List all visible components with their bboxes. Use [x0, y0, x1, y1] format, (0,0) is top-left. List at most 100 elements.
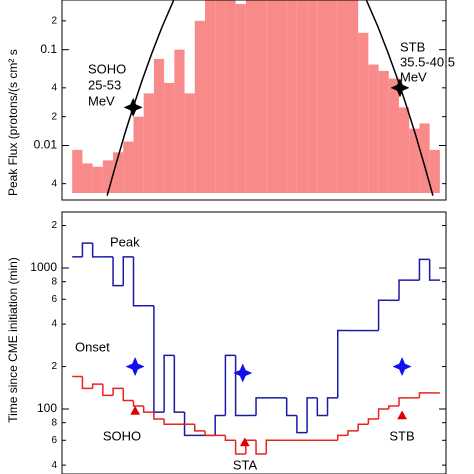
step-segment: [398, 279, 410, 301]
step-segment: [214, 414, 226, 436]
step-segment: [418, 258, 430, 281]
bar: [215, 0, 226, 193]
step-segment: [224, 435, 236, 442]
bar: [358, 32, 369, 193]
axes-frame: [61, 0, 447, 201]
star-marker: [123, 97, 143, 118]
step-segment: [428, 259, 440, 281]
bar: [82, 163, 93, 193]
step-segment: [112, 387, 124, 396]
bar: [286, 0, 297, 193]
bar: [337, 0, 348, 193]
bar: [317, 0, 328, 193]
step-segment: [194, 424, 205, 432]
bar: [92, 166, 103, 193]
bar: [72, 149, 83, 193]
bar: [378, 70, 389, 193]
step-segment: [326, 397, 338, 416]
y-tick-label: 1000: [30, 260, 57, 274]
annotation: MeV: [400, 69, 427, 84]
bar: [123, 141, 134, 193]
annotation: 25-53: [88, 77, 121, 92]
step-segment: [153, 412, 165, 420]
plot-area: [72, 0, 440, 196]
bar: [388, 78, 400, 193]
y-tick-label: 8: [51, 417, 57, 428]
bar: [235, 3, 246, 194]
y-tick-label: 8: [51, 276, 57, 287]
star-marker: [125, 356, 145, 377]
bar: [327, 0, 338, 193]
step-segment: [367, 418, 379, 425]
step-segment: [142, 406, 154, 413]
step-segment: [306, 397, 318, 433]
y-axis-label: Peak Flux (protons/(s cm² s: [6, 49, 20, 196]
step-segment: [81, 376, 93, 390]
step-segment: [81, 242, 93, 257]
annotation: MeV: [88, 93, 115, 108]
triangle-marker: [130, 405, 141, 415]
bar: [164, 82, 175, 193]
y-tick-label: 6: [51, 294, 57, 305]
bar: [102, 160, 114, 193]
annotation: STB: [400, 39, 425, 54]
star-marker: [392, 356, 412, 377]
y-tick-label: 2: [51, 111, 57, 122]
bar: [296, 0, 308, 193]
y-axis-label: Time since CME initiation (min): [6, 257, 20, 423]
step-segment: [377, 299, 389, 331]
step-segment: [255, 440, 267, 455]
triangle-marker: [239, 437, 250, 447]
bar: [245, 0, 257, 193]
bar: [184, 93, 195, 193]
star-marker: [390, 78, 410, 98]
annotation: STA: [233, 457, 258, 472]
y-tick-label: 6: [51, 435, 57, 446]
step-segment: [398, 397, 410, 407]
bar: [113, 152, 124, 193]
step-segment: [163, 418, 175, 425]
bar: [153, 58, 165, 193]
step-segment: [91, 243, 103, 258]
step-segment: [112, 256, 124, 287]
annotation: 35.5-40.5: [400, 54, 455, 69]
bar: [307, 0, 318, 193]
step-segment: [296, 415, 308, 434]
step-segment: [418, 392, 430, 398]
step-segment: [173, 355, 185, 413]
bar: [399, 107, 410, 193]
bar: [174, 49, 185, 193]
bar: [204, 0, 216, 193]
step-segment: [388, 405, 400, 410]
plot-area: [72, 242, 440, 455]
step-segment: [336, 329, 348, 398]
step-segment: [224, 354, 236, 416]
step-segment: [265, 439, 277, 454]
bar: [143, 93, 154, 193]
step-segment: [285, 397, 297, 417]
annotation: STB: [389, 428, 414, 443]
bar: [276, 0, 287, 193]
step-segment: [234, 355, 246, 417]
step-segment: [132, 400, 144, 407]
step-segment: [132, 256, 144, 307]
step-segment: [336, 434, 348, 441]
y-tick-label: 2: [51, 15, 57, 26]
step-segment: [91, 383, 103, 389]
step-segment: [357, 423, 369, 431]
bar: [419, 123, 430, 193]
bar: [133, 116, 144, 193]
axes-frame: [61, 211, 447, 474]
bar: [409, 128, 420, 193]
step-segment: [316, 397, 328, 417]
step-segment: [255, 397, 267, 416]
y-tick-label: 4: [51, 82, 57, 93]
step-segment: [153, 305, 165, 413]
y-tick-label: 4: [51, 460, 57, 471]
step-segment: [122, 388, 134, 402]
bar: [368, 64, 379, 194]
y-tick-label: 4: [51, 319, 57, 330]
step-segment: [204, 430, 216, 437]
step-segment: [234, 440, 246, 455]
